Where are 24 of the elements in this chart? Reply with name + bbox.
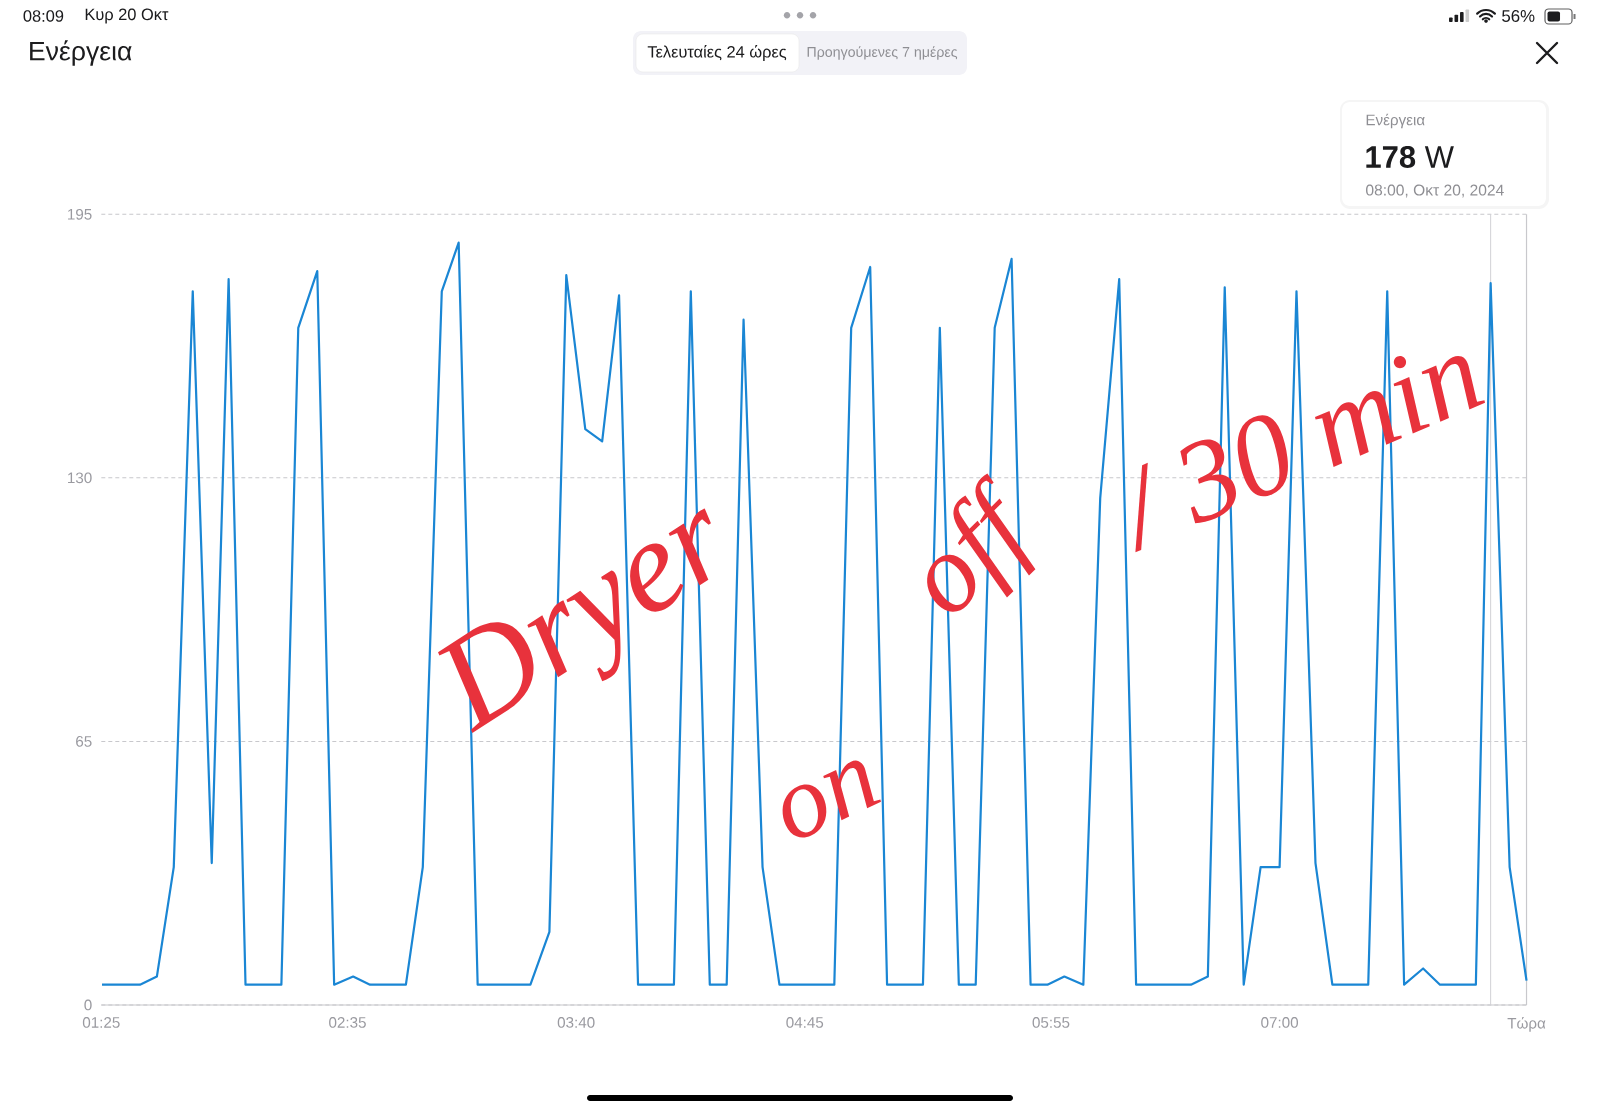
y-tick-label: 130 (68, 472, 92, 484)
chart-title: Ενέργεια (30, 40, 132, 66)
x-tick-label: 07:00 (1261, 1017, 1299, 1028)
x-tick-label: 03:40 (557, 1017, 595, 1028)
x-tick-label: Τώρα (1507, 1017, 1546, 1032)
y-tick-label: 65 (76, 736, 92, 747)
x-tick-label: 04:45 (786, 1017, 824, 1028)
text: Τελευταίες 24 ώρες (647, 45, 787, 61)
text: 08:09 (23, 10, 64, 22)
x-tick-label: 05:55 (1032, 1017, 1070, 1028)
line-series (100, 241, 1528, 986)
y-tick-label: 0 (84, 999, 92, 1011)
text: 56% (1502, 10, 1535, 22)
annotation: on (782, 760, 881, 838)
text: 08:00, Οκτ 20, 2024 (1366, 184, 1504, 198)
text: Προηγούμενες 7 ημέρες (807, 46, 958, 60)
annotation: off (927, 473, 1036, 612)
y-tick-label: 195 (68, 208, 92, 220)
text: 178 W (1366, 146, 1454, 168)
text: Κυρ 20 Οκτ (85, 8, 169, 24)
annotation: / 30 min (1135, 355, 1486, 553)
x-tick-label: 02:35 (329, 1017, 366, 1028)
x-tick-label: 01:25 (82, 1017, 120, 1028)
text: Ενέργεια (1366, 113, 1425, 129)
